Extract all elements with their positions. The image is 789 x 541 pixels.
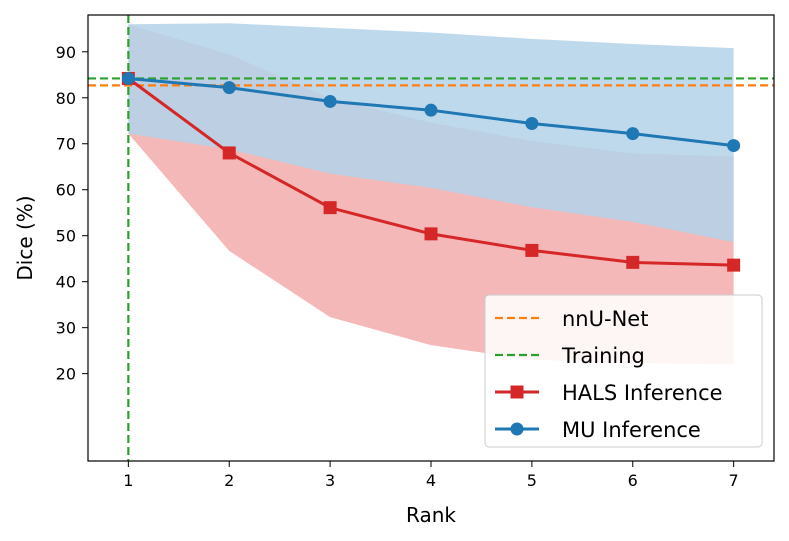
x-tick-label-6: 6 (628, 471, 638, 490)
y-axis-ticks: 20 30 40 50 60 70 80 90 (56, 43, 88, 384)
point-mu-7 (727, 139, 741, 153)
point-hals-4 (424, 227, 438, 241)
legend-marker-4 (510, 422, 524, 436)
legend: nnU-Net Training HALS Inference MU Inferenc… (484, 294, 763, 448)
point-mu-1 (121, 71, 135, 85)
point-mu-2 (222, 81, 236, 95)
x-tick-label-3: 3 (325, 471, 335, 490)
point-hals-3 (323, 201, 337, 215)
x-axis-label: Rank (406, 503, 456, 527)
y-tick-label-20: 20 (56, 365, 76, 384)
x-tick-label-1: 1 (123, 471, 133, 490)
point-hals-5 (525, 243, 539, 257)
legend-marker-3 (510, 385, 524, 399)
point-hals-7 (727, 258, 741, 272)
y-tick-label-30: 30 (56, 319, 76, 338)
legend-label-3: HALS Inference (562, 381, 723, 405)
x-tick-label-5: 5 (527, 471, 537, 490)
point-hals-2 (222, 146, 236, 160)
x-tick-label-7: 7 (729, 471, 739, 490)
y-tick-label-70: 70 (56, 135, 76, 154)
y-axis-label: Dice (%) (13, 195, 37, 280)
point-hals-6 (626, 255, 640, 269)
point-mu-6 (626, 127, 640, 141)
y-tick-label-40: 40 (56, 273, 76, 292)
x-tick-label-2: 2 (224, 471, 234, 490)
y-tick-label-90: 90 (56, 43, 76, 62)
series-lines (121, 71, 741, 272)
x-axis-ticks: 1 2 3 4 5 6 7 (123, 461, 739, 490)
point-mu-3 (323, 94, 337, 108)
x-tick-label-4: 4 (426, 471, 436, 490)
legend-label-4: MU Inference (562, 418, 701, 442)
point-mu-4 (424, 103, 438, 117)
y-tick-label-60: 60 (56, 181, 76, 200)
legend-label-1: nnU-Net (562, 307, 648, 331)
y-tick-label-80: 80 (56, 89, 76, 108)
legend-box (484, 294, 763, 448)
legend-label-2: Training (561, 344, 645, 368)
y-tick-label-50: 50 (56, 227, 76, 246)
point-mu-5 (525, 117, 539, 131)
